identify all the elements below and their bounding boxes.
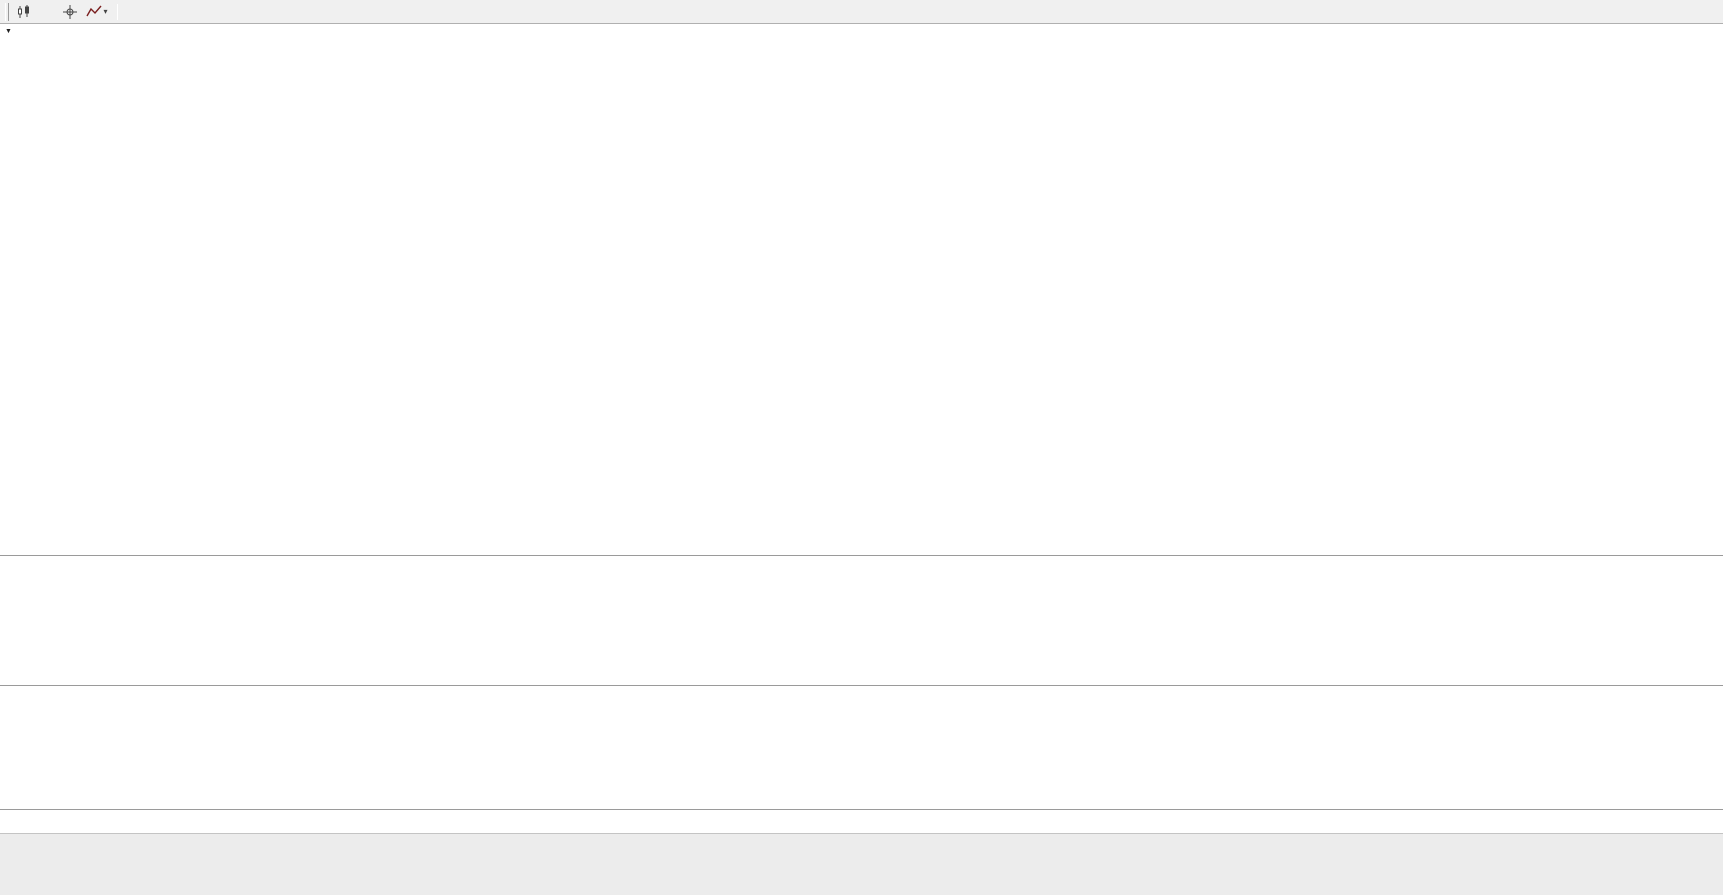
chart-type-icon[interactable] bbox=[13, 2, 35, 22]
main-chart-panel: ▼ bbox=[0, 24, 1723, 556]
text-tool-icon[interactable] bbox=[36, 2, 58, 22]
zigzag-glyph bbox=[86, 5, 103, 16]
crosshair-glyph bbox=[63, 4, 77, 19]
price-chart[interactable] bbox=[0, 24, 1723, 555]
rsi-panel bbox=[0, 686, 1723, 810]
rsi-chart[interactable] bbox=[0, 686, 1723, 809]
toolbar: ▾ bbox=[0, 0, 1723, 24]
indicators-icon[interactable]: ▾ bbox=[82, 2, 112, 22]
chevron-down-icon: ▾ bbox=[103, 7, 108, 16]
macd-chart[interactable] bbox=[0, 556, 1723, 685]
candlestick-glyph bbox=[18, 4, 29, 18]
toolbar-separator bbox=[117, 3, 118, 20]
chart-marker-icon: ▼ bbox=[5, 28, 12, 35]
symbol-ohlc-line: ▼ bbox=[5, 28, 41, 35]
macd-panel bbox=[0, 556, 1723, 686]
crosshair-icon[interactable] bbox=[59, 2, 81, 22]
bottom-spacer bbox=[0, 834, 1723, 895]
time-axis[interactable] bbox=[0, 810, 1723, 834]
toolbar-grip[interactable] bbox=[5, 2, 9, 21]
